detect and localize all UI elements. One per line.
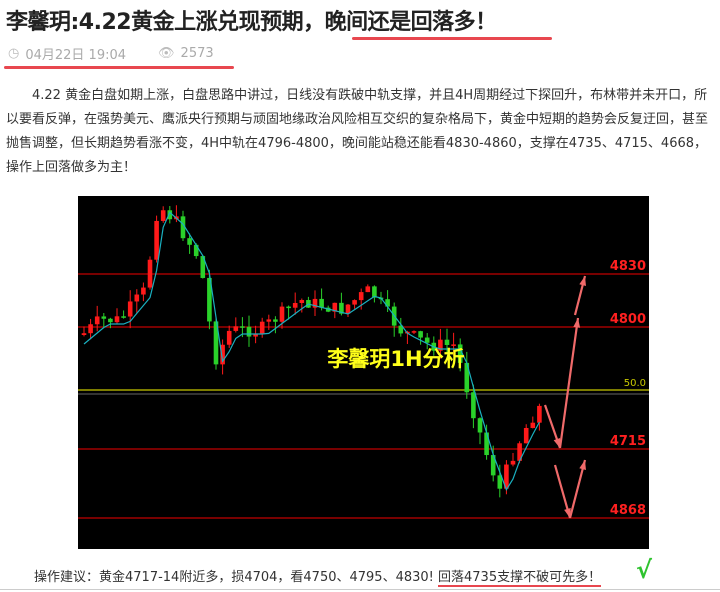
candle-body — [332, 302, 338, 312]
candle-body — [226, 330, 232, 345]
candle-body — [398, 325, 404, 334]
candle-body — [484, 432, 489, 456]
candle-body — [510, 460, 516, 465]
candle-body — [187, 238, 192, 245]
meta-underline — [4, 66, 234, 69]
candle-body — [457, 344, 463, 363]
candle-body — [279, 306, 285, 322]
candle-body — [193, 244, 199, 257]
candlestick-chart-image: 4830 4800 50.0 4715 4868 李馨玥1H分析 — [78, 196, 649, 549]
level-label: 4800 — [610, 312, 646, 327]
candle-body — [497, 475, 503, 489]
candle-body — [471, 392, 476, 419]
candle-body — [352, 300, 357, 305]
trade-advice: 操作建议：黄金4717-14附近多，损4704，看4750、4795、4830!… — [34, 566, 602, 587]
candle-body — [114, 316, 120, 323]
candle-body — [312, 298, 318, 308]
view-count: 2573 — [180, 46, 214, 61]
candle-body — [345, 304, 351, 314]
level-label: 50.0 — [624, 378, 646, 389]
arrow-head — [553, 438, 561, 448]
arrow-head — [579, 460, 586, 470]
candle-body — [207, 277, 212, 322]
candle-body — [325, 307, 331, 312]
candle-body — [464, 362, 470, 393]
candle-body — [444, 339, 450, 345]
candle-body — [504, 464, 509, 489]
advice-text: 操作建议：黄金4717-14附近多，损4704，看4750、4795、4830! — [34, 570, 438, 585]
arrow-head — [579, 276, 586, 286]
candle-body — [147, 259, 153, 288]
candle-body — [339, 302, 344, 314]
article-title: 李馨玥:4.22黄金上涨兑现预期，晚间还是回落多！ — [6, 10, 497, 35]
candle-body — [240, 326, 245, 328]
candle-body — [537, 405, 542, 423]
candle-body — [273, 319, 278, 322]
candle-body — [319, 298, 324, 308]
arrow-line — [568, 459, 587, 519]
candle-body — [299, 300, 305, 303]
candle-body — [121, 316, 126, 318]
candle-body — [180, 216, 186, 239]
candle-body — [411, 331, 417, 333]
arrow-head — [564, 508, 571, 518]
advice-highlight: 回落4735支撑不破可先多！ — [438, 570, 602, 587]
candle-body — [246, 326, 252, 337]
clock-icon: ◷ — [8, 46, 20, 61]
candle-body — [385, 299, 390, 307]
candle-body — [233, 326, 239, 331]
candle-body — [424, 337, 430, 343]
eye-icon: 👁 — [158, 46, 175, 61]
title-underline — [352, 37, 552, 40]
candle-body — [451, 344, 456, 346]
candle-body — [141, 287, 146, 295]
candle-body — [530, 422, 536, 428]
candle-body — [94, 316, 100, 325]
candle-body — [220, 344, 225, 365]
candle-body — [365, 286, 371, 293]
candle-body — [88, 324, 93, 334]
candle-body — [101, 316, 107, 319]
candle-body — [292, 302, 298, 308]
candle-body — [259, 321, 265, 334]
candle-body — [523, 427, 529, 444]
candle-body — [418, 331, 423, 338]
candle-body — [154, 220, 159, 260]
candle-body — [286, 306, 291, 309]
candle-body — [160, 210, 166, 221]
publish-date: 04月22日 19:04 — [25, 48, 127, 63]
arrow-line — [558, 317, 580, 449]
level-label: 4715 — [610, 434, 646, 449]
candle-body — [358, 292, 364, 301]
candle-body — [372, 286, 377, 298]
divider — [0, 589, 720, 590]
level-label: 4830 — [610, 259, 646, 274]
candle-body — [517, 443, 522, 461]
candle-body — [108, 318, 113, 323]
candle-body — [438, 339, 443, 351]
candle-body — [266, 319, 272, 322]
candle-body — [167, 210, 173, 220]
candle-body — [490, 455, 496, 476]
candle-body — [127, 301, 133, 317]
candle-body — [477, 418, 483, 433]
candle-body — [200, 256, 206, 278]
candle-body — [213, 321, 219, 365]
chart-watermark: 李馨玥1H分析 — [326, 347, 464, 371]
moving-average-line — [83, 211, 540, 492]
candle-body — [81, 333, 87, 335]
candle-body — [253, 333, 258, 337]
level-label: 4868 — [610, 503, 646, 518]
candle-body — [134, 294, 140, 302]
arrow-head — [573, 318, 581, 328]
article-meta: ◷ 04月22日 19:04 👁 2573 — [8, 44, 214, 63]
check-mark-icon: √ — [636, 556, 653, 584]
article-body: 4.22 黄金白盘如期上涨，白盘思路中讲过，日线没有跌破中轨支撑，并且4H周期经… — [6, 88, 709, 175]
